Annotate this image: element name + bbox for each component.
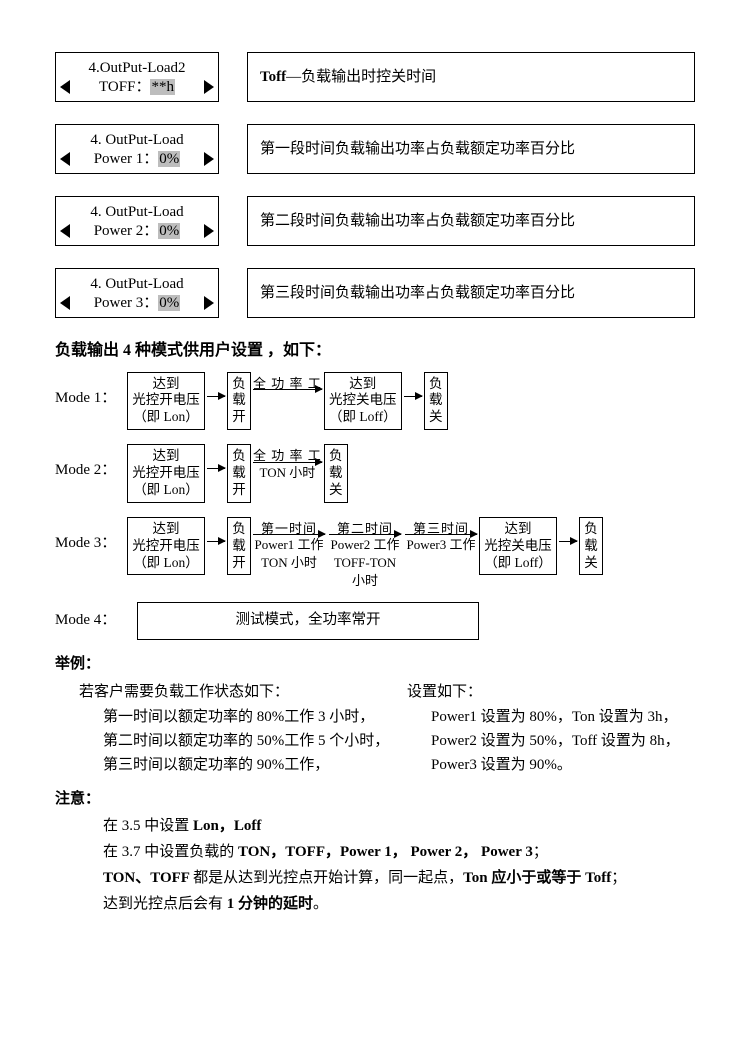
lcd-line2: TOFF：**h <box>99 78 175 97</box>
mode3-label: Mode 3： <box>55 517 127 553</box>
example-right-line: 设置如下： <box>407 682 695 702</box>
lcd-display: 4.OutPut-Load2TOFF：**h <box>55 52 219 102</box>
box-loff: 达到 光控关电压 （即 Loff） <box>324 372 402 431</box>
arrow-seg1: 第一时间 Power1 工作 TON 小时 <box>253 517 325 571</box>
note-line: TON、TOFF 都是从达到光控点开始计算，同一起点，Ton 应小于或等于 To… <box>55 868 695 888</box>
box-lon: 达到 光控开电压 （即 Lon） <box>127 444 205 503</box>
description-box: 第三段时间负载输出功率占负载额定功率百分比 <box>247 268 695 318</box>
arrow <box>559 517 577 542</box>
highlighted-value: 0% <box>158 223 180 239</box>
mode2-flow: 达到 光控开电压 （即 Lon） 负 载 开 全 功 率 工 TON 小时 负 … <box>127 444 348 503</box>
box-load-off: 负 载 关 <box>324 444 348 503</box>
parameter-row: 4. OutPut-LoadPower 2：0% 第二段时间负载输出功率占负载额定… <box>55 196 695 246</box>
example-right-column: 设置如下： Power1 设置为 80%，Ton 设置为 3h， Power2 … <box>407 678 695 779</box>
parameter-row: 4. OutPut-LoadPower 1：0% 第一段时间负载输出功率占负载额定… <box>55 124 695 174</box>
box-lon: 达到 光控开电压 （即 Lon） <box>127 372 205 431</box>
lcd-line1: 4.OutPut-Load2 <box>88 59 185 78</box>
lcd-display: 4. OutPut-LoadPower 1：0% <box>55 124 219 174</box>
box-load-off: 负 载 关 <box>424 372 448 431</box>
box-load-off: 负 载 关 <box>579 517 603 576</box>
lcd-line2: Power 3：0% <box>94 294 181 313</box>
highlighted-value: 0% <box>158 151 180 167</box>
notes-heading: 注意： <box>55 789 695 809</box>
right-arrow-icon <box>204 296 214 310</box>
box-load-on: 负 载 开 <box>227 372 251 431</box>
lcd-line1: 4. OutPut-Load <box>90 275 183 294</box>
right-arrow-icon <box>204 80 214 94</box>
arrow <box>207 444 225 469</box>
highlighted-value: 0% <box>158 295 180 311</box>
mode4-row: Mode 4： 测试模式，全功率常开 <box>55 602 695 640</box>
example-left-line: 第三时间以额定功率的 90%工作， <box>55 755 407 775</box>
example-heading: 举例： <box>55 654 695 674</box>
arrow-seg2: 第二时间 Power2 工作 TOFF-TON 小时 <box>329 517 401 588</box>
highlighted-value: **h <box>150 79 175 95</box>
parameter-rows: 4.OutPut-Load2TOFF：**h Toff—负载输出时控关时间 4. O… <box>55 52 695 318</box>
lcd-display: 4. OutPut-LoadPower 2：0% <box>55 196 219 246</box>
lcd-display: 4. OutPut-LoadPower 3：0% <box>55 268 219 318</box>
example-left-line: 第一时间以额定功率的 80%工作 3 小时， <box>55 707 407 727</box>
document-page: 4.OutPut-Load2TOFF：**h Toff—负载输出时控关时间 4. O… <box>0 0 750 961</box>
example-right-line: Power1 设置为 80%，Ton 设置为 3h， <box>407 707 695 727</box>
mode1-row: Mode 1： 达到 光控开电压 （即 Lon） 负 载 开 全 功 率 工 达… <box>55 372 695 431</box>
arrow-seg3: 第三时间 Power3 工作 <box>405 517 477 553</box>
example-right-line: Power3 设置为 90%。 <box>407 755 695 775</box>
mode2-row: Mode 2： 达到 光控开电压 （即 Lon） 负 载 开 全 功 率 工 T… <box>55 444 695 503</box>
arrow <box>207 517 225 542</box>
left-arrow-icon <box>60 80 70 94</box>
description-box: 第一段时间负载输出功率占负载额定功率百分比 <box>247 124 695 174</box>
arrow-full-power-ton: 全 功 率 工 TON 小时 <box>253 444 322 480</box>
arrow-full-power: 全 功 率 工 <box>253 372 322 391</box>
right-arrow-icon <box>204 152 214 166</box>
lcd-line1: 4. OutPut-Load <box>90 131 183 150</box>
right-arrow-icon <box>204 224 214 238</box>
parameter-row: 4. OutPut-LoadPower 3：0% 第三段时间负载输出功率占负载额定… <box>55 268 695 318</box>
note-line: 在 3.7 中设置负载的 TON，TOFF，Power 1， Power 2， … <box>55 842 695 862</box>
mode3-flow: 达到 光控开电压 （即 Lon） 负 载 开 第一时间 Power1 工作 TO… <box>127 517 603 588</box>
box-loff: 达到 光控关电压 （即 Loff） <box>479 517 557 576</box>
description-box: Toff—负载输出时控关时间 <box>247 52 695 102</box>
example-columns: 若客户需要负载工作状态如下： 第一时间以额定功率的 80%工作 3 小时， 第二… <box>55 678 695 779</box>
lcd-line2: Power 1：0% <box>94 150 181 169</box>
example-left-line: 若客户需要负载工作状态如下： <box>55 682 407 702</box>
mode3-row: Mode 3： 达到 光控开电压 （即 Lon） 负 载 开 第一时间 Powe… <box>55 517 695 588</box>
note-line: 在 3.5 中设置 Lon，Loff <box>55 816 695 836</box>
box-lon: 达到 光控开电压 （即 Lon） <box>127 517 205 576</box>
mode1-flow: 达到 光控开电压 （即 Lon） 负 载 开 全 功 率 工 达到 光控关电压 … <box>127 372 448 431</box>
arrow <box>207 372 225 397</box>
lcd-line1: 4. OutPut-Load <box>90 203 183 222</box>
mode1-label: Mode 1： <box>55 372 127 408</box>
parameter-row: 4.OutPut-Load2TOFF：**h Toff—负载输出时控关时间 <box>55 52 695 102</box>
modes-section-title: 负载输出 4 种模式供用户设置 ，如下： <box>55 340 695 362</box>
box-load-on: 负 载 开 <box>227 444 251 503</box>
mode4-box: 测试模式，全功率常开 <box>137 602 479 640</box>
left-arrow-icon <box>60 224 70 238</box>
mode4-label: Mode 4： <box>55 602 127 630</box>
example-left-line: 第二时间以额定功率的 50%工作 5 个小时， <box>55 731 407 751</box>
mode2-label: Mode 2： <box>55 444 127 480</box>
arrow <box>404 372 422 397</box>
box-load-on: 负 载 开 <box>227 517 251 576</box>
left-arrow-icon <box>60 152 70 166</box>
example-left-column: 若客户需要负载工作状态如下： 第一时间以额定功率的 80%工作 3 小时， 第二… <box>55 678 407 779</box>
example-right-line: Power2 设置为 50%，Toff 设置为 8h， <box>407 731 695 751</box>
left-arrow-icon <box>60 296 70 310</box>
note-line: 达到光控点后会有 1 分钟的延时。 <box>55 894 695 914</box>
lcd-line2: Power 2：0% <box>94 222 181 241</box>
description-box: 第二段时间负载输出功率占负载额定功率百分比 <box>247 196 695 246</box>
